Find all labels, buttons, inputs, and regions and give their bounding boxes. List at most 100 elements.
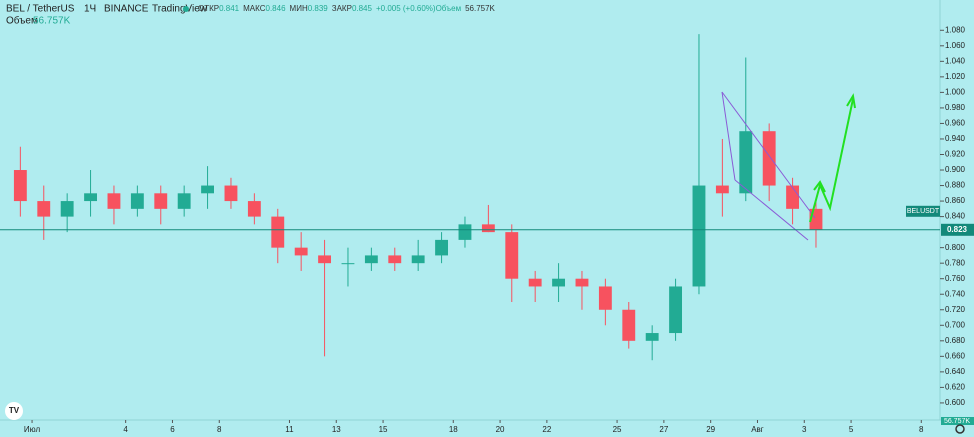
- candle-body: [247, 201, 261, 217]
- price-tag-label: 0.823: [947, 225, 968, 234]
- y-tick-label: 0.720: [945, 305, 966, 314]
- x-tick-label: 8: [217, 425, 222, 434]
- stat: Объем: [436, 4, 462, 13]
- y-tick-label: 0.840: [945, 212, 966, 221]
- y-tick-label: 1.040: [945, 56, 966, 65]
- candle-body: [762, 131, 776, 186]
- candle-body: [669, 286, 683, 334]
- x-tick-label: 5: [849, 425, 854, 434]
- candle-body: [318, 255, 332, 264]
- y-tick-label: 0.860: [945, 196, 966, 205]
- x-tick-label: 25: [613, 425, 622, 434]
- stat: МАКС: [243, 4, 266, 13]
- arrow-head: [813, 180, 826, 193]
- price-tag: [941, 223, 974, 236]
- candle-body: [13, 170, 27, 202]
- stat: ЗАКР: [332, 4, 352, 13]
- stat: 0.841: [219, 4, 240, 13]
- candle-body: [341, 263, 355, 265]
- y-tick-label: 1.020: [945, 72, 966, 81]
- x-tick-label: 18: [449, 425, 458, 434]
- candle-body: [458, 224, 472, 240]
- candle-body: [271, 216, 285, 248]
- y-tick-label: 0.620: [945, 383, 966, 392]
- candle-body: [177, 193, 191, 209]
- y-tick-label: 0.740: [945, 289, 966, 298]
- interval: 1Ч: [84, 4, 96, 15]
- x-tick-label: 6: [170, 425, 175, 434]
- x-tick-label: Авг: [751, 425, 764, 434]
- stat: МИН: [290, 4, 308, 13]
- x-tick-label: 11: [285, 425, 294, 434]
- y-tick-label: 0.780: [945, 258, 966, 267]
- candle-body: [692, 185, 706, 287]
- x-tick-label: 29: [706, 425, 715, 434]
- header: BEL / TetherUS 1Ч BINANCE TradingView ОТ…: [6, 4, 496, 27]
- y-tick-label: 0.660: [945, 351, 966, 360]
- candle-body: [37, 201, 51, 217]
- stat: +0.005 (+0.60%): [376, 4, 436, 13]
- candle-body: [622, 309, 636, 341]
- y-tick-label: 0.600: [945, 398, 966, 407]
- stats: ОТКР0.841 МАКС0.846 МИН0.839 ЗАКР0.845 +0.00…: [198, 4, 496, 13]
- candle-body: [528, 278, 542, 287]
- stat: 0.846: [266, 4, 287, 13]
- logo-circle: [5, 402, 23, 420]
- candle-body: [154, 193, 168, 209]
- x-tick-label: 27: [659, 425, 668, 434]
- candle-body: [645, 333, 659, 341]
- candle-body: [60, 201, 74, 217]
- candle-body: [130, 193, 144, 209]
- y-tick-label: 0.880: [945, 181, 966, 190]
- candle-body: [481, 224, 495, 233]
- volume-tag-text: 56.757K: [944, 418, 970, 425]
- volume-label: Объем: [6, 15, 38, 27]
- y-tick-label: 0.760: [945, 274, 966, 283]
- candle-body: [715, 185, 729, 194]
- candle-body: [411, 255, 425, 264]
- candle-body: [364, 255, 378, 264]
- x-tick-label: 8: [919, 425, 924, 434]
- brand: TradingView: [152, 4, 208, 15]
- candle-body: [598, 286, 612, 310]
- y-tick-label: 1.000: [945, 87, 966, 96]
- x-tick-label: 13: [332, 425, 341, 434]
- symbol: BEL / TetherUS: [6, 4, 75, 15]
- x-tick-label: Июл: [24, 425, 41, 434]
- candle-body: [224, 185, 238, 202]
- y-tick-label: 1.060: [945, 41, 966, 50]
- y-tick-label: 0.920: [945, 150, 966, 159]
- plot: [13, 34, 823, 361]
- status-dot: [183, 6, 189, 12]
- candle-body: [552, 278, 566, 287]
- volume-tag: [941, 417, 974, 425]
- candle-body: [575, 278, 589, 287]
- volume-value: 56.757K: [33, 16, 71, 27]
- candle-body: [388, 255, 402, 264]
- x-tick-label: 4: [123, 425, 128, 434]
- channel-line: [721, 91, 736, 181]
- stat: ОТКР: [198, 4, 219, 13]
- y-tick-label: 0.960: [945, 119, 966, 128]
- arrow-head: [846, 93, 856, 109]
- settings[interactable]: [955, 424, 965, 434]
- y-tick-label: 0.940: [945, 134, 966, 143]
- y-tick-label: 0.980: [945, 103, 966, 112]
- y-tick-label: 0.680: [945, 336, 966, 345]
- x-tick-label: 15: [379, 425, 388, 434]
- candle-body: [107, 193, 121, 209]
- candle-body: [739, 131, 753, 194]
- forecast-arrow: [809, 98, 854, 223]
- candle-body: [505, 232, 519, 279]
- symbol-tag-label: BELUSDT: [907, 208, 940, 215]
- x-tick-label: 20: [496, 425, 505, 434]
- settings-icon[interactable]: [955, 424, 965, 434]
- candle-body: [435, 239, 449, 256]
- y-tick-label: 0.700: [945, 320, 966, 329]
- x-tick-label: 3: [802, 425, 807, 434]
- candle-body: [294, 247, 308, 256]
- logo: TV: [5, 402, 23, 420]
- y-tick-label: 1.080: [945, 25, 966, 34]
